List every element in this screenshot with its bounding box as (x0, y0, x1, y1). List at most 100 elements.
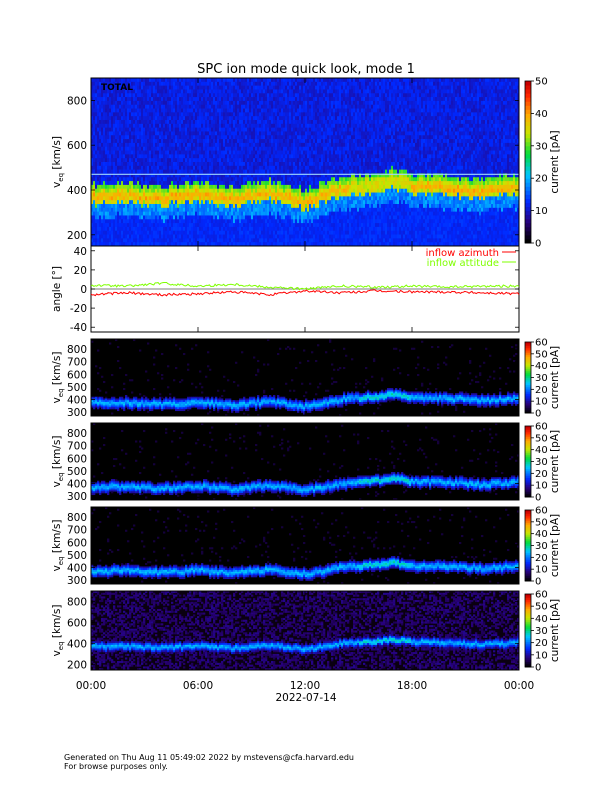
spectrogram-0-cell (297, 215, 300, 220)
spectrogram-0-cell (175, 188, 178, 193)
spectrogram-0-cell (247, 150, 250, 155)
spectrogram-0-cell (271, 127, 274, 132)
spectrogram-0-cell (169, 192, 172, 197)
spectrogram-0-cell (187, 150, 190, 155)
spectrogram-0-cell (135, 116, 138, 121)
spectrogram-0-cell (247, 81, 250, 86)
spectrogram-0-cell (289, 230, 292, 235)
spectrogram-0-cell (115, 123, 118, 128)
spectrogram-0-cell (255, 238, 258, 243)
spectrogram-0-cell (289, 196, 292, 201)
spectrogram-0-cell (225, 196, 228, 201)
spectrogram-0-cell (231, 150, 234, 155)
spectrogram-0-cell (241, 108, 244, 113)
spectrogram-0-cell (153, 112, 156, 117)
spectrogram-0-cell (199, 135, 202, 140)
spectrogram-0-cell (157, 158, 160, 163)
spectrogram-0-cell (313, 93, 316, 98)
spectrogram-0-cell (135, 112, 138, 117)
spectrogram-0-cell (209, 192, 212, 197)
spectrogram-0-cell (207, 238, 210, 243)
spectrogram-0-cell (143, 81, 146, 86)
spectrogram-0-cell (123, 81, 126, 86)
spectrogram-0-cell (209, 146, 212, 151)
spectrogram-0-cell (161, 104, 164, 109)
spectrogram-0-cell (117, 135, 120, 140)
spectrogram-0-cell (115, 204, 118, 209)
spectrogram-0-cell (113, 116, 116, 121)
spectrogram-0-cell (179, 177, 182, 182)
spectrogram-0-cell (191, 139, 194, 144)
spectrogram-0-cell (91, 131, 94, 136)
spectrogram-0-cell (207, 135, 210, 140)
spectrogram-0-cell (95, 100, 98, 106)
spectrogram-0-cell (93, 116, 96, 121)
spectrogram-0-cell (219, 93, 222, 98)
spectrogram-0-cell (249, 230, 252, 235)
spectrogram-0-cell (293, 188, 296, 193)
spectrogram-0-cell (241, 162, 244, 167)
spectrogram-0-cell (213, 196, 216, 201)
spectrogram-0-cell (191, 188, 194, 193)
spectrogram-0-cell (277, 108, 280, 113)
spectrogram-0-cell (281, 196, 284, 201)
spectrogram-0-cell (99, 93, 102, 98)
spectrogram-0-cell (249, 139, 252, 144)
spectrogram-0-cell (211, 146, 214, 151)
spectrogram-0-cell (197, 188, 200, 193)
spectrogram-0-cell (289, 100, 292, 106)
spectrogram-0-cell (93, 165, 96, 170)
spectrogram-0-cell (245, 142, 248, 148)
spectrogram-0-cell (193, 154, 196, 159)
spectrogram-0-cell (241, 242, 244, 247)
spectrogram-0-cell (291, 97, 294, 102)
spectrogram-0-cell (305, 211, 308, 216)
spectrogram-0-cell (247, 196, 250, 201)
spectrogram-0-cell (221, 146, 224, 151)
spectrogram-0-cell (215, 123, 218, 128)
spectrogram-0-cell (155, 100, 158, 106)
spectrogram-0-cell (171, 177, 174, 182)
spectrogram-0-cell (121, 200, 124, 205)
spectrogram-0-cell (285, 169, 288, 174)
spectrogram-0-cell (109, 211, 112, 216)
spectrogram-0-cell (243, 142, 246, 148)
spectrogram-0-cell (185, 188, 188, 193)
spectrogram-0-cell (279, 219, 282, 224)
spectrogram-0-cell (213, 204, 216, 209)
spectrogram-0-cell (271, 150, 274, 155)
spectrogram-0-cell (139, 135, 142, 140)
spectrogram-0-cell (303, 120, 306, 125)
spectrogram-0-cell (189, 188, 192, 193)
spectrogram-0-cell (279, 123, 282, 128)
spectrogram-0-cell (91, 177, 94, 182)
spectrogram-0-cell (91, 169, 94, 174)
spectrogram-0-cell (223, 116, 226, 121)
spectrogram-0-cell (299, 165, 302, 170)
spectrogram-0-cell (233, 123, 236, 128)
spectrogram-0-cell (107, 184, 110, 190)
spectrogram-0-cell (215, 192, 218, 197)
spectrogram-0-cell (281, 78, 284, 83)
spectrogram-0-cell (307, 173, 310, 178)
spectrogram-0-cell (101, 146, 104, 151)
spectrogram-0-cell (169, 230, 172, 235)
spectrogram-0-cell (211, 238, 214, 243)
spectrogram-0-cell (313, 181, 316, 186)
spectrogram-0-cell (167, 196, 170, 201)
spectrogram-0-cell (183, 181, 186, 186)
spectrogram-0-cell (245, 150, 248, 155)
spectrogram-0-cell (151, 223, 154, 228)
spectrogram-0-cell (225, 108, 228, 113)
spectrogram-0-cell (247, 162, 250, 167)
spectrogram-0-cell (183, 116, 186, 121)
spectrogram-0-cell (187, 177, 190, 182)
spectrogram-0-cell (179, 215, 182, 220)
spectrogram-0-cell (277, 169, 280, 174)
spectrogram-0-cell (145, 165, 148, 170)
spectrogram-0-cell (177, 116, 180, 121)
spectrogram-0-cell (245, 173, 248, 178)
spectrogram-0-cell (225, 234, 228, 239)
spectrogram-0-cell (179, 131, 182, 136)
spectrogram-0-cell (151, 238, 154, 243)
